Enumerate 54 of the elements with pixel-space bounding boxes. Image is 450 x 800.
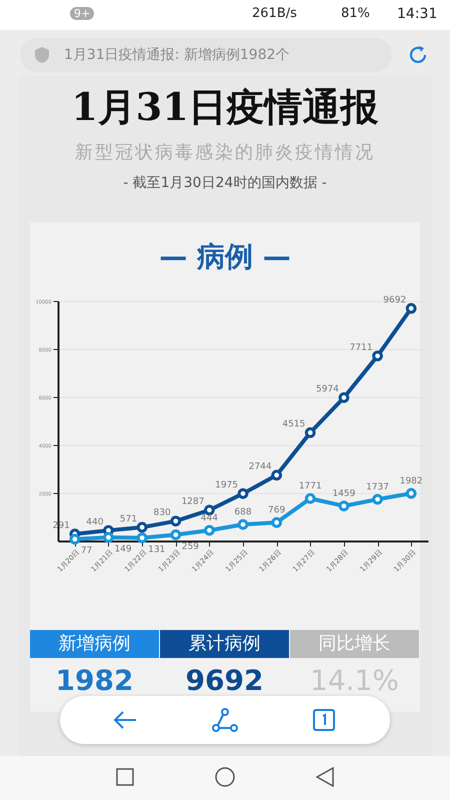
data-label: 571	[120, 514, 138, 524]
data-label: 440	[86, 517, 104, 528]
data-label: 4515	[282, 420, 306, 430]
text: 14:31	[397, 6, 438, 22]
point	[304, 427, 316, 438]
data-label: 1737	[366, 482, 389, 492]
text: 9692	[184, 664, 264, 697]
text: 9+	[70, 7, 94, 20]
data-label: 830	[154, 508, 171, 518]
data-label: 1982	[400, 476, 423, 486]
point	[406, 303, 417, 314]
data-label: 769	[268, 506, 286, 516]
text: 81%	[341, 6, 370, 21]
chart-title: 1月31日疫情通报	[70, 83, 380, 131]
data-label: 1975	[215, 480, 238, 491]
point	[136, 532, 148, 544]
data-label: 9692	[383, 295, 406, 306]
point	[103, 532, 114, 543]
point	[238, 519, 248, 530]
data-label: 259	[182, 542, 200, 552]
point	[204, 524, 215, 536]
data-label: 7711	[350, 342, 373, 353]
point	[372, 350, 383, 362]
text: — 病例 —	[158, 239, 292, 275]
point	[338, 392, 350, 403]
data-label: 1771	[298, 481, 322, 492]
data-label: 131	[148, 544, 166, 555]
point	[372, 494, 383, 505]
point	[271, 517, 282, 528]
data-label: 444	[200, 513, 218, 524]
data-label: 1459	[332, 488, 356, 499]
text: 新增病例	[30, 630, 159, 658]
point	[170, 529, 182, 540]
data-label: 1287	[181, 497, 204, 508]
point	[170, 516, 182, 526]
text: - 截至1月30日24时的国内数据 -	[122, 174, 328, 192]
data-label: 688	[234, 507, 252, 518]
data-label: 149	[114, 544, 132, 554]
text: 1月31日疫情通报: 新增病例1982个	[64, 46, 290, 64]
point	[304, 493, 316, 504]
data-label: 77	[80, 546, 92, 556]
point	[271, 470, 282, 481]
chart-subtitle: 新型冠状病毒感染的肺炎疫情情况	[74, 141, 376, 164]
point	[338, 500, 350, 512]
point	[238, 488, 248, 499]
text: 1982	[54, 664, 134, 697]
point	[136, 522, 148, 533]
point	[406, 488, 417, 499]
data-label: 2744	[248, 462, 272, 472]
text: 261B/s	[252, 6, 297, 21]
data-label: 5974	[316, 384, 340, 395]
text: 累计病例	[160, 630, 289, 658]
text: 同比增长	[290, 630, 419, 658]
point	[69, 534, 80, 545]
